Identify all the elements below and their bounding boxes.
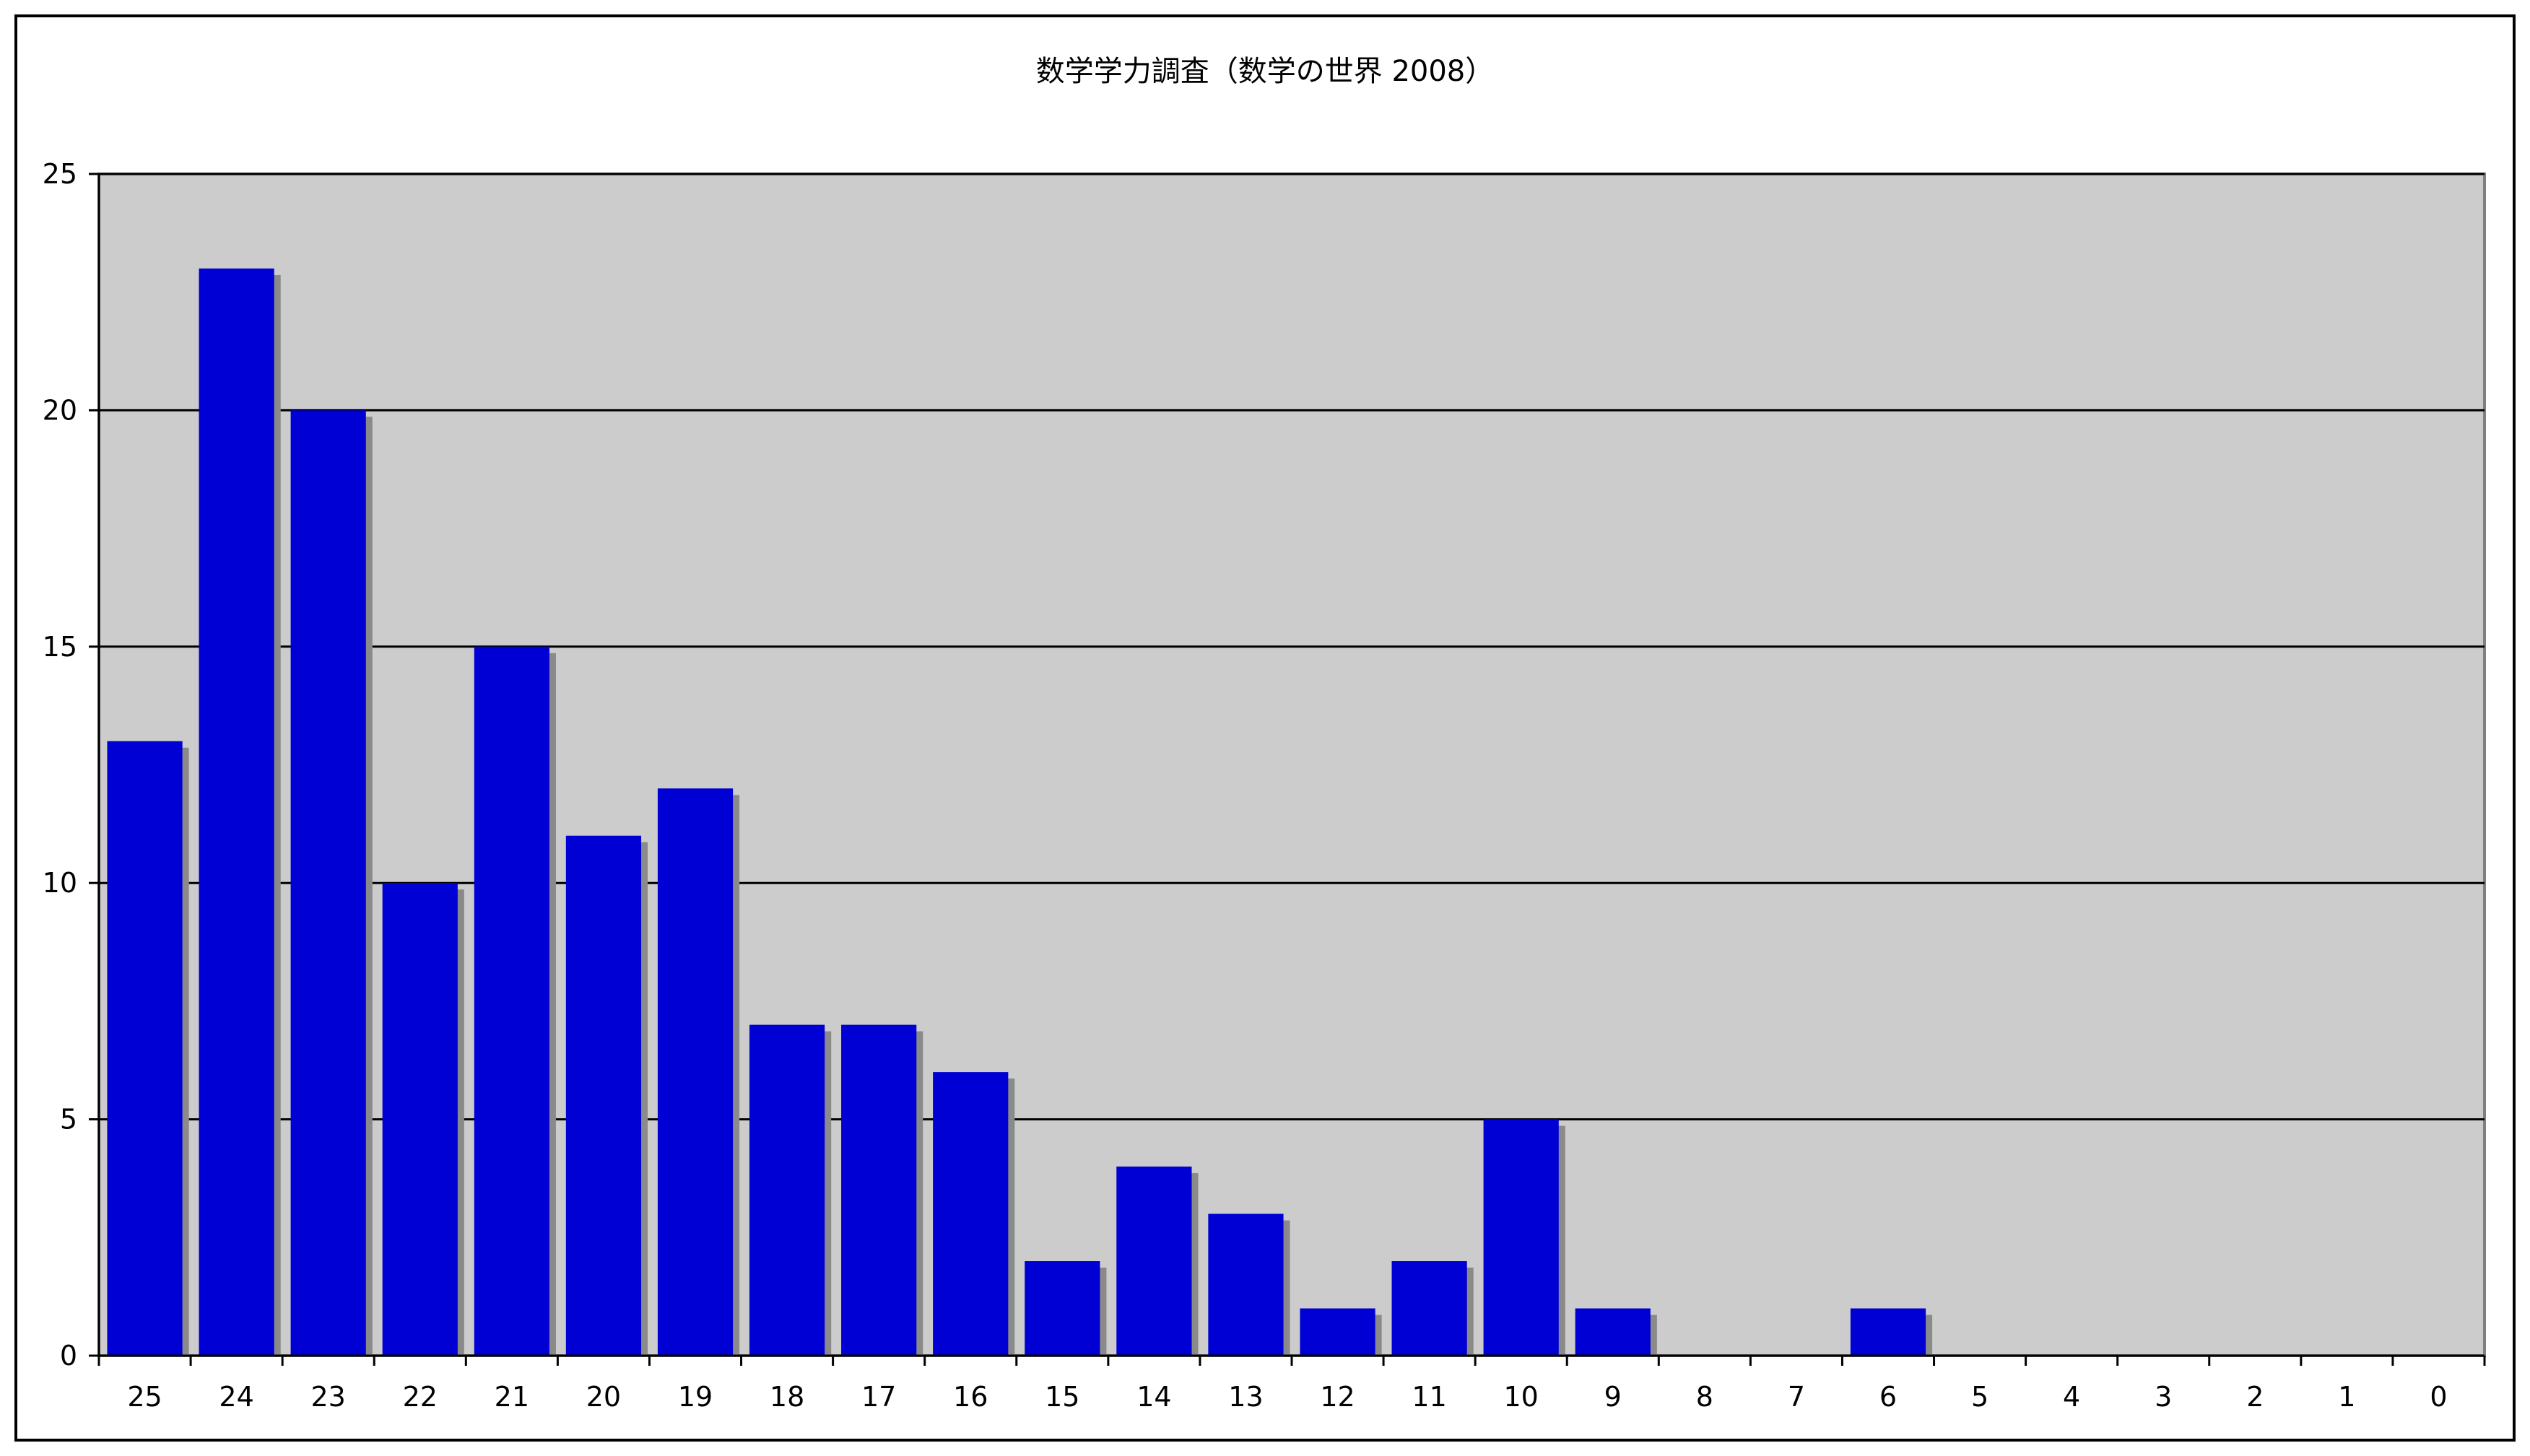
bar <box>199 268 274 1356</box>
bar <box>749 1024 825 1356</box>
bar <box>107 741 183 1356</box>
x-tick-label: 15 <box>1045 1381 1079 1413</box>
bar <box>1208 1213 1284 1356</box>
y-tick-label: 10 <box>43 867 77 899</box>
bar <box>1300 1308 1375 1356</box>
bar <box>565 835 642 1356</box>
bar <box>1391 1261 1467 1356</box>
bar <box>1850 1308 1926 1356</box>
x-tick-label: 3 <box>2155 1381 2172 1413</box>
x-tick-label: 23 <box>311 1381 346 1413</box>
x-tick-label: 12 <box>1320 1381 1355 1413</box>
chart-title: 数学学力調査（数学の世界 2008） <box>1036 55 1495 88</box>
x-tick-label: 25 <box>127 1381 162 1413</box>
bar <box>1116 1167 1192 1356</box>
bar <box>1483 1119 1559 1356</box>
x-tick-label: 21 <box>495 1381 529 1413</box>
y-tick-label: 25 <box>43 158 77 190</box>
bars <box>107 268 1933 1356</box>
x-tick-label: 16 <box>953 1381 988 1413</box>
x-tick-label: 20 <box>586 1381 621 1413</box>
x-tick-label: 10 <box>1504 1381 1539 1413</box>
bar <box>657 788 734 1356</box>
y-tick-label: 0 <box>60 1340 77 1372</box>
x-tick-label: 1 <box>2338 1381 2355 1413</box>
x-tick-label: 8 <box>1696 1381 1713 1413</box>
x-tick-label: 7 <box>1788 1381 1805 1413</box>
x-tick-label: 6 <box>1879 1381 1897 1413</box>
x-tick-label: 22 <box>403 1381 438 1413</box>
bar <box>290 410 366 1356</box>
bar <box>1025 1261 1100 1356</box>
bar <box>841 1024 917 1356</box>
x-axis: 25 24 23 22 21 20 19 18 17 16 15 14 13 12 11 10 9 8 7 6 5 4 3 2… <box>97 1354 2486 1413</box>
x-tick-label: 18 <box>770 1381 804 1413</box>
bar <box>1575 1308 1651 1356</box>
x-tick-label: 4 <box>2063 1381 2080 1413</box>
y-axis: 0 5 10 15 20 25 <box>43 158 100 1372</box>
bar <box>382 883 458 1356</box>
y-tick-label: 15 <box>43 631 77 663</box>
x-tick-label: 9 <box>1604 1381 1622 1413</box>
x-tick-label: 5 <box>1971 1381 1988 1413</box>
x-tick-label: 24 <box>219 1381 253 1413</box>
x-tick-label: 2 <box>2246 1381 2264 1413</box>
x-tick-label: 19 <box>678 1381 713 1413</box>
x-tick-label: 14 <box>1136 1381 1171 1413</box>
x-tick-label: 0 <box>2430 1381 2447 1413</box>
y-tick-label: 20 <box>43 394 77 426</box>
y-tick-label: 5 <box>60 1104 77 1135</box>
x-tick-label: 13 <box>1228 1381 1263 1413</box>
bar <box>933 1072 1009 1356</box>
x-tick-label: 11 <box>1412 1381 1446 1413</box>
bar <box>474 646 549 1356</box>
x-tick-label: 17 <box>861 1381 896 1413</box>
